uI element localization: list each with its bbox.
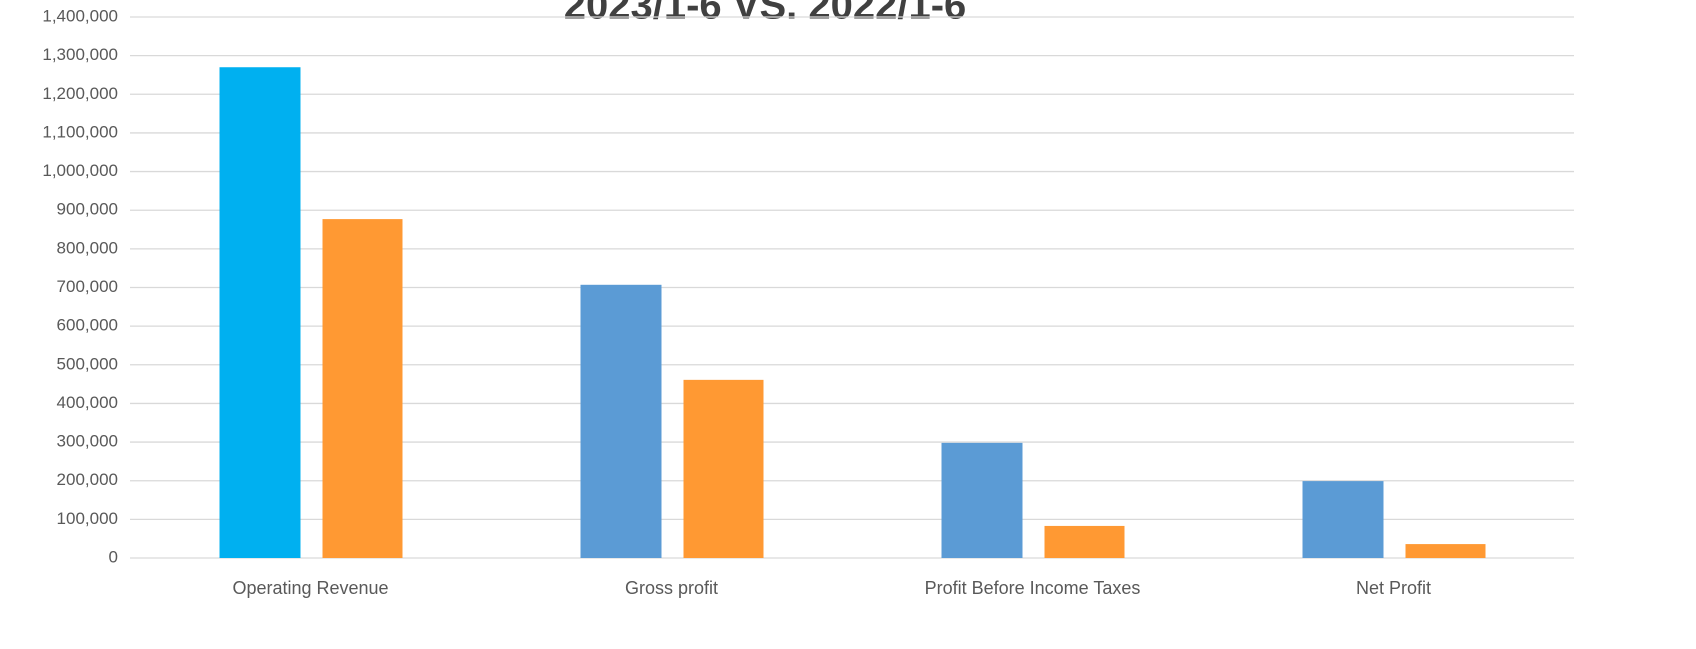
y-tick-label: 1,300,000 [42,45,118,64]
y-tick-label: 1,000,000 [42,161,118,180]
bar [683,379,764,558]
y-tick-label: 400,000 [57,393,118,412]
chart-title: 2023/1-6 VS. 2022/1-6 [564,0,967,28]
y-tick-label: 800,000 [57,238,118,257]
y-tick-label: 0 [109,547,118,566]
bar [1405,544,1486,558]
bar [219,67,301,558]
y-tick-label: 700,000 [57,277,118,296]
x-tick-label: Profit Before Income Taxes [925,578,1141,598]
y-tick-label: 1,100,000 [42,122,118,141]
bar [1302,481,1384,558]
y-tick-label: 100,000 [57,509,118,528]
y-tick-label: 900,000 [57,200,118,219]
bar [1044,525,1125,558]
bar [322,219,403,558]
y-tick-label: 600,000 [57,316,118,335]
bar [580,284,662,558]
y-tick-label: 300,000 [57,432,118,451]
y-tick-label: 500,000 [57,354,118,373]
y-tick-label: 1,200,000 [42,84,118,103]
y-tick-label: 1,400,000 [42,6,118,25]
bar [941,442,1023,558]
y-tick-label: 200,000 [57,470,118,489]
x-tick-label: Gross profit [625,578,718,598]
x-tick-label: Operating Revenue [232,578,388,598]
x-tick-label: Net Profit [1356,578,1431,598]
